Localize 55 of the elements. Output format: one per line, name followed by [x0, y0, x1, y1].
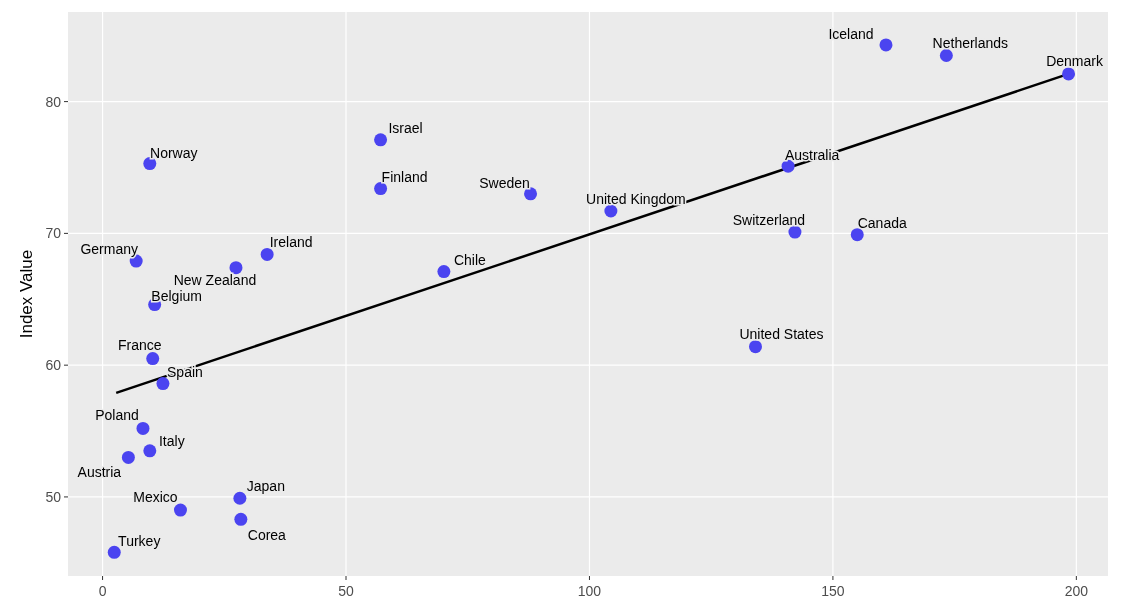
point [374, 182, 388, 196]
annotation: Germany [80, 241, 138, 258]
annotation: Italy [158, 432, 185, 449]
annotation: Netherlands [932, 35, 1009, 52]
annotation: Switzerland [732, 212, 806, 229]
y-tick-label: 70 [45, 225, 62, 242]
annotation: Finland [381, 168, 428, 185]
annotation: France [117, 336, 162, 353]
x-tick-label: 100 [577, 583, 602, 599]
annotation: Japan [246, 478, 285, 495]
point [879, 38, 893, 52]
annotation: Chile [453, 251, 487, 268]
y-axis-title: Index Value [17, 249, 36, 339]
annotation: Corea [247, 527, 287, 544]
point [121, 450, 135, 464]
annotation: New Zealand [173, 271, 257, 288]
point [437, 265, 451, 279]
annotation: Sweden [479, 174, 530, 191]
point [374, 133, 388, 147]
point [748, 340, 762, 354]
point [234, 512, 248, 526]
annotation: Denmark [1046, 52, 1104, 69]
point [143, 444, 157, 458]
x-tick-label: 200 [1064, 583, 1089, 599]
point [146, 352, 160, 366]
point [1062, 67, 1076, 81]
annotation: Iceland [828, 25, 874, 42]
annotation: Norway [150, 144, 198, 161]
annotation: Mexico [133, 489, 178, 506]
point [781, 159, 795, 173]
annotation: Canada [857, 214, 907, 231]
point [604, 204, 618, 218]
point [173, 503, 187, 517]
annotation: Ireland [269, 234, 313, 251]
annotation: Israel [388, 119, 423, 136]
point [136, 421, 150, 435]
annotation: Turkey [118, 533, 161, 550]
point [524, 187, 538, 201]
y-tick-label: 50 [45, 488, 62, 505]
annotation: Austria [77, 464, 122, 481]
annotation: United Kingdom [586, 190, 686, 207]
point [156, 377, 170, 391]
annotation: Belgium [151, 287, 202, 304]
annotation: United States [739, 325, 824, 342]
x-tick-label: 150 [821, 583, 845, 599]
point [850, 228, 864, 242]
point [233, 491, 247, 505]
y-tick-label: 60 [45, 357, 62, 374]
annotation: Poland [95, 407, 139, 424]
point [229, 261, 243, 275]
point [939, 48, 953, 62]
point [260, 247, 274, 261]
x-tick-label: 50 [338, 583, 355, 599]
y-tick-label: 80 [45, 93, 62, 110]
x-tick-label: 0 [98, 583, 107, 599]
